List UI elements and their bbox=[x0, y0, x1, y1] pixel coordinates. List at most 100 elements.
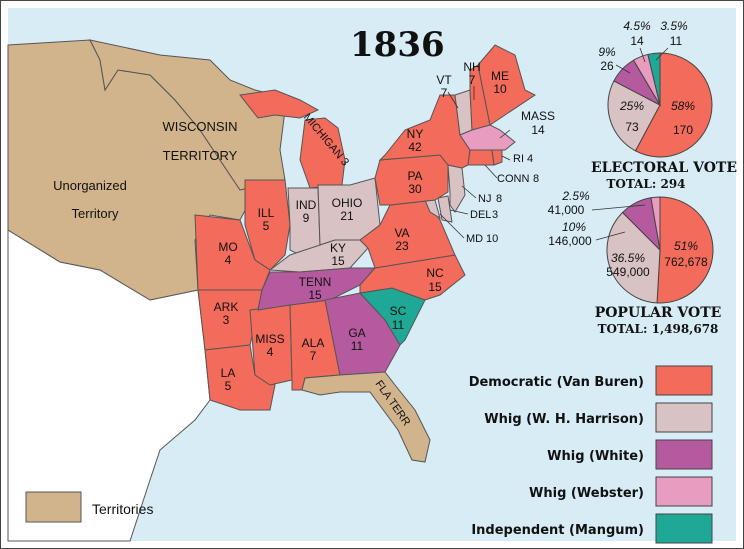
popular-vote-labels: 51% 762,678 36.5% 549,000 10% 146,000 2.… bbox=[548, 189, 722, 336]
label-md-votes: 10 bbox=[486, 233, 498, 245]
electoral-total: TOTAL: 294 bbox=[606, 177, 685, 191]
label-ar-name: ARK bbox=[214, 300, 239, 314]
pie-electoral-slice-independent bbox=[647, 52, 661, 106]
label-me-votes: 10 bbox=[493, 82, 507, 96]
state-maine bbox=[477, 44, 536, 126]
legend-swatch-democratic bbox=[655, 365, 713, 396]
legend-swatch-whig_webster bbox=[655, 476, 713, 507]
popular-pct-webster: 2.5% bbox=[561, 189, 590, 203]
unorganized-label-1: Unorganized bbox=[53, 178, 127, 193]
label-al-votes: 7 bbox=[310, 349, 317, 363]
label-oh-votes: 21 bbox=[340, 209, 354, 223]
state-labels: ME 10 NH 7 VT 7 MASS 14 RI 4 CONN 8 NY 4… bbox=[214, 60, 555, 393]
popular-pct-democratic: 51% bbox=[674, 239, 698, 253]
legend-swatch-whig_white bbox=[655, 439, 713, 470]
pie-popular-slice-whig_webster bbox=[650, 196, 661, 251]
electoral-vote-labels: 58% 170 25% 73 9% 26 4.5% 14 3.5% 11 ELE… bbox=[591, 19, 737, 191]
label-mo-name: MO bbox=[218, 240, 237, 254]
territory-key-label: Territories bbox=[92, 501, 153, 517]
pie-popular-slice-democratic bbox=[656, 196, 714, 304]
popular-count-webster: 41,000 bbox=[548, 203, 585, 217]
label-md-name: MD bbox=[466, 233, 483, 245]
label-ga-votes: 11 bbox=[351, 339, 364, 353]
state-connecticut bbox=[467, 149, 495, 166]
label-va-name: VA bbox=[394, 226, 409, 240]
state-rhode-island bbox=[491, 149, 503, 166]
popular-pct-harrison: 36.5% bbox=[611, 251, 645, 265]
pie-popular-slice-whig_harrison bbox=[606, 211, 661, 304]
legend-swatch-independent bbox=[655, 513, 713, 544]
label-in-votes: 9 bbox=[303, 211, 310, 225]
label-va-votes: 23 bbox=[395, 239, 409, 253]
electoral-leaders bbox=[615, 47, 669, 74]
legend-label-whig_white: Whig (White) bbox=[547, 449, 644, 464]
state-michigan-upper bbox=[239, 89, 320, 119]
legend-label-independent: Independent (Mangum) bbox=[471, 523, 644, 538]
electoral-heading: ELECTORAL VOTE bbox=[591, 160, 737, 176]
label-ms-votes: 4 bbox=[267, 345, 274, 359]
label-tn-votes: 15 bbox=[308, 288, 322, 302]
label-ky-name: KY bbox=[330, 241, 346, 255]
electoral-count-white: 26 bbox=[600, 59, 614, 73]
popular-total: TOTAL: 1,498,678 bbox=[598, 322, 719, 336]
label-me-name: ME bbox=[491, 69, 509, 83]
electoral-pct-democratic: 58% bbox=[671, 99, 695, 113]
electoral-pct-harrison: 25% bbox=[619, 99, 644, 113]
label-pa-name: PA bbox=[407, 169, 422, 183]
label-nj-name: NJ bbox=[478, 193, 491, 205]
label-al-name: ALA bbox=[302, 336, 325, 350]
state-virginia bbox=[359, 199, 456, 269]
label-ct-votes: 8 bbox=[533, 173, 539, 185]
state-louisiana bbox=[204, 344, 276, 411]
popular-heading: POPULAR VOTE bbox=[595, 305, 722, 321]
electoral-count-webster: 14 bbox=[630, 34, 644, 48]
label-ms-name: MISS bbox=[255, 332, 284, 346]
label-il-name: ILL bbox=[258, 206, 275, 220]
label-ky-votes: 15 bbox=[331, 254, 345, 268]
label-pa-votes: 30 bbox=[408, 182, 422, 196]
label-nc-votes: 15 bbox=[428, 280, 442, 294]
electoral-pct-independent: 3.5% bbox=[660, 19, 688, 33]
leader-lines bbox=[439, 86, 511, 239]
label-ma-votes: 14 bbox=[531, 123, 545, 137]
territory-key-swatch bbox=[25, 491, 82, 523]
popular-count-democratic: 762,678 bbox=[664, 255, 708, 269]
map-title: 1836 bbox=[350, 25, 445, 65]
legend-label-whig_harrison: Whig (W. H. Harrison) bbox=[484, 412, 644, 427]
wisconsin-label-2: TERRITORY bbox=[163, 148, 238, 163]
state-illinois bbox=[244, 179, 291, 271]
electoral-pct-webster: 4.5% bbox=[623, 19, 651, 33]
popular-vote-pie bbox=[606, 196, 714, 304]
label-ar-votes: 3 bbox=[223, 313, 230, 327]
label-oh-name: OHIO bbox=[332, 196, 363, 210]
label-mo-votes: 4 bbox=[225, 253, 232, 267]
label-la-votes: 5 bbox=[225, 379, 232, 393]
label-sc-name: SC bbox=[390, 304, 407, 318]
label-sc-votes: 11 bbox=[392, 318, 405, 332]
label-vt-votes: 7 bbox=[441, 86, 448, 100]
label-ct-name: CONN bbox=[497, 173, 529, 185]
label-tn-name: TENN bbox=[299, 275, 332, 289]
electoral-pct-white: 9% bbox=[598, 45, 616, 59]
label-de-name: DEL bbox=[470, 209, 491, 221]
legend-swatch-whig_harrison bbox=[655, 402, 713, 433]
label-ny-name: NY bbox=[407, 127, 424, 141]
label-nj-votes: 8 bbox=[496, 193, 502, 205]
label-il-votes: 5 bbox=[263, 219, 270, 233]
state-michigan bbox=[299, 117, 346, 189]
electoral-vote-pie bbox=[607, 52, 713, 158]
electoral-count-democratic: 170 bbox=[673, 123, 693, 137]
party-legend: Democratic (Van Buren) Whig (W. H. Harris… bbox=[469, 365, 713, 544]
label-de-votes: 3 bbox=[492, 209, 498, 221]
popular-count-white: 146,000 bbox=[548, 234, 592, 248]
electoral-count-harrison: 73 bbox=[625, 120, 639, 134]
florida-territory bbox=[301, 371, 431, 463]
label-in-name: IND bbox=[296, 198, 317, 212]
label-ri-votes: 4 bbox=[527, 153, 533, 165]
pie-electoral-slice-democratic bbox=[634, 52, 713, 158]
wisconsin-label-1: WISCONSIN bbox=[162, 119, 237, 134]
popular-leaders bbox=[591, 204, 646, 241]
label-ri-name: RI bbox=[513, 153, 524, 165]
